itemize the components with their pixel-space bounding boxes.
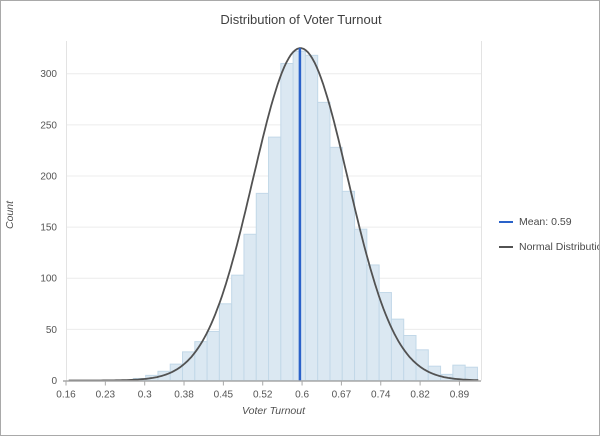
legend-label-mean: Mean: 0.59	[519, 216, 572, 228]
legend-label-normal-distribution: Normal Distribution	[519, 241, 600, 253]
histogram-bar	[304, 54, 319, 382]
histogram-bar	[243, 233, 257, 381]
histogram-bar	[218, 303, 233, 381]
mean-line-swatch-icon	[499, 220, 513, 224]
histogram-bar	[317, 101, 331, 382]
y-axis-title: Count	[4, 200, 16, 230]
x-tick-label-0.38: 0.38	[174, 390, 194, 401]
histogram-bar	[329, 146, 343, 381]
histogram-bar	[255, 192, 270, 381]
legend: Mean: 0.59 Normal Distribution	[499, 216, 600, 253]
x-tick-label-0.45: 0.45	[214, 390, 234, 401]
histogram-bar	[280, 62, 294, 382]
legend-item-mean[interactable]: Mean: 0.59	[499, 216, 599, 228]
histogram-bar	[341, 190, 356, 381]
y-tick-label-250: 250	[40, 120, 57, 131]
histogram-bar	[194, 341, 208, 382]
x-tick-label-0.6: 0.6	[295, 390, 309, 401]
normal-distribution-swatch-icon	[499, 246, 513, 248]
x-tick-label-0.67: 0.67	[332, 390, 352, 401]
x-tick-label-0.82: 0.82	[410, 390, 430, 401]
x-tick-label-0.23: 0.23	[96, 390, 116, 401]
histogram-bar	[366, 264, 380, 382]
y-tick-label-150: 150	[40, 223, 57, 234]
x-tick-label-0.74: 0.74	[371, 390, 391, 401]
y-tick-label-100: 100	[40, 274, 57, 285]
y-tick-label-200: 200	[40, 171, 57, 182]
histogram-bar	[390, 318, 405, 382]
x-tick-label-0.52: 0.52	[253, 390, 273, 401]
x-tick-label-0.89: 0.89	[450, 390, 470, 401]
histogram-bar	[378, 292, 392, 381]
normal-distribution-curve	[68, 47, 479, 382]
histogram-bar	[464, 366, 478, 382]
y-tick-label-50: 50	[46, 325, 58, 336]
histogram-bar	[268, 136, 282, 381]
y-tick-label-300: 300	[40, 69, 57, 80]
y-tick-label-0: 0	[51, 376, 57, 387]
chart-title: Distribution of Voter Turnout	[220, 12, 382, 27]
legend-item-normal-distribution[interactable]: Normal Distribution	[499, 241, 600, 253]
x-tick-label-0.3: 0.3	[138, 390, 152, 401]
histogram-bar	[206, 330, 220, 381]
histogram-bar	[231, 274, 245, 381]
x-tick-label-0.16: 0.16	[56, 390, 76, 401]
x-axis-title: Voter Turnout	[241, 405, 306, 417]
